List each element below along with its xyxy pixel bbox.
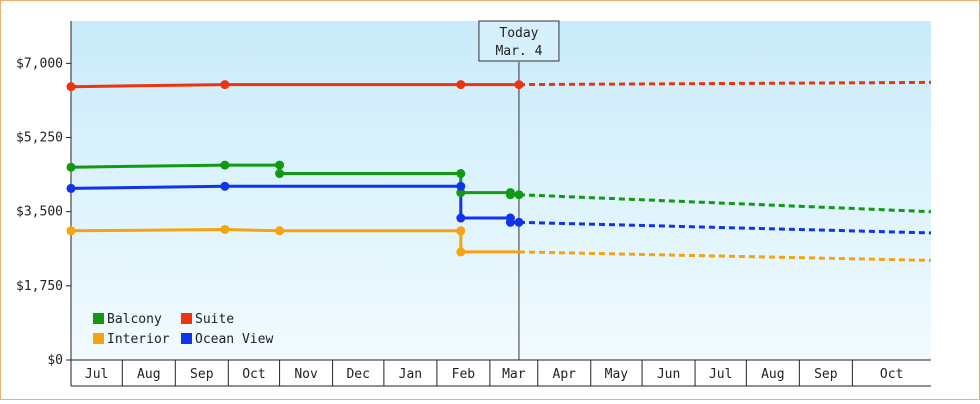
y-tick-label: $7,000 — [16, 56, 63, 71]
today-marker: Today Mar. 4 — [478, 20, 560, 360]
legend-swatch-interior — [93, 333, 104, 344]
data-point-balcony — [456, 188, 466, 198]
x-tick-label: Jul — [85, 367, 108, 382]
data-point-ocean-view — [456, 213, 466, 223]
today-date: Mar. 4 — [495, 44, 542, 59]
x-tick-label: Nov — [294, 367, 318, 382]
y-axis: $0 $1,750 $3,500 $5,250 $7,000 — [16, 21, 72, 368]
x-tick-label: Jun — [657, 367, 680, 382]
data-point-interior — [275, 226, 285, 236]
data-point-interior — [220, 224, 230, 234]
today-box — [478, 20, 560, 62]
legend-label-interior: Interior — [107, 332, 170, 347]
data-point-interior — [456, 226, 466, 236]
data-point-suite — [456, 80, 466, 90]
x-tick-label: Apr — [553, 367, 577, 382]
data-point-balcony — [275, 169, 285, 179]
legend-label-ocean-view: Ocean View — [195, 332, 273, 347]
data-point-balcony — [220, 160, 230, 170]
x-tick-label: Sep — [814, 367, 838, 382]
data-point-ocean-view — [220, 181, 230, 191]
data-point-ocean-view — [66, 183, 76, 193]
x-tick-label: Oct — [880, 367, 903, 382]
x-tick-label: Sep — [190, 367, 214, 382]
x-tick-label: Oct — [242, 367, 265, 382]
y-tick-label: $5,250 — [16, 131, 63, 146]
series-forecast-interior — [518, 250, 932, 262]
series-line-interior — [70, 227, 519, 254]
data-point-balcony — [66, 162, 76, 172]
series-line-suite — [70, 83, 519, 89]
x-tick-label: Jul — [709, 367, 732, 382]
x-tick-label: May — [605, 367, 629, 382]
data-point-ocean-view — [505, 217, 515, 227]
legend-swatch-ocean-view — [181, 333, 192, 344]
data-point-interior — [456, 247, 466, 257]
today-label: Today — [499, 26, 538, 41]
data-point-suite — [66, 82, 76, 92]
data-point-ocean-view — [514, 217, 524, 227]
data-point-suite — [514, 80, 524, 90]
series-markers — [66, 80, 524, 257]
data-point-interior — [66, 226, 76, 236]
legend-swatch-suite — [181, 313, 192, 324]
y-tick-label: $1,750 — [16, 279, 63, 294]
x-tick-label: Mar — [502, 367, 526, 382]
series-forecast-suite — [518, 80, 932, 87]
x-tick-label: Aug — [137, 367, 160, 382]
data-point-balcony — [514, 190, 524, 200]
data-point-balcony — [456, 169, 466, 179]
series-forecast-balcony — [518, 193, 932, 214]
legend-label-balcony: Balcony — [107, 312, 162, 327]
data-point-suite — [220, 80, 230, 90]
x-tick-label: Jan — [399, 367, 422, 382]
plot-background — [71, 21, 931, 360]
y-tick-label: $3,500 — [16, 205, 63, 220]
x-axis: Jul Aug Sep Oct Nov Dec Jan Feb Mar Apr May Jun Jul A… — [70, 359, 931, 387]
series-forecast-ocean-view — [518, 220, 932, 235]
x-tick-label: Dec — [346, 367, 369, 382]
x-tick-label: Feb — [452, 367, 476, 382]
data-point-balcony — [505, 190, 515, 200]
data-point-ocean-view — [456, 181, 466, 191]
x-tick-label: Aug — [761, 367, 784, 382]
legend-label-suite: Suite — [195, 312, 234, 327]
legend: Balcony Suite Interior Ocean View — [93, 312, 273, 347]
data-point-balcony — [275, 160, 285, 170]
y-tick-label: $0 — [47, 353, 63, 368]
legend-swatch-balcony — [93, 313, 104, 324]
